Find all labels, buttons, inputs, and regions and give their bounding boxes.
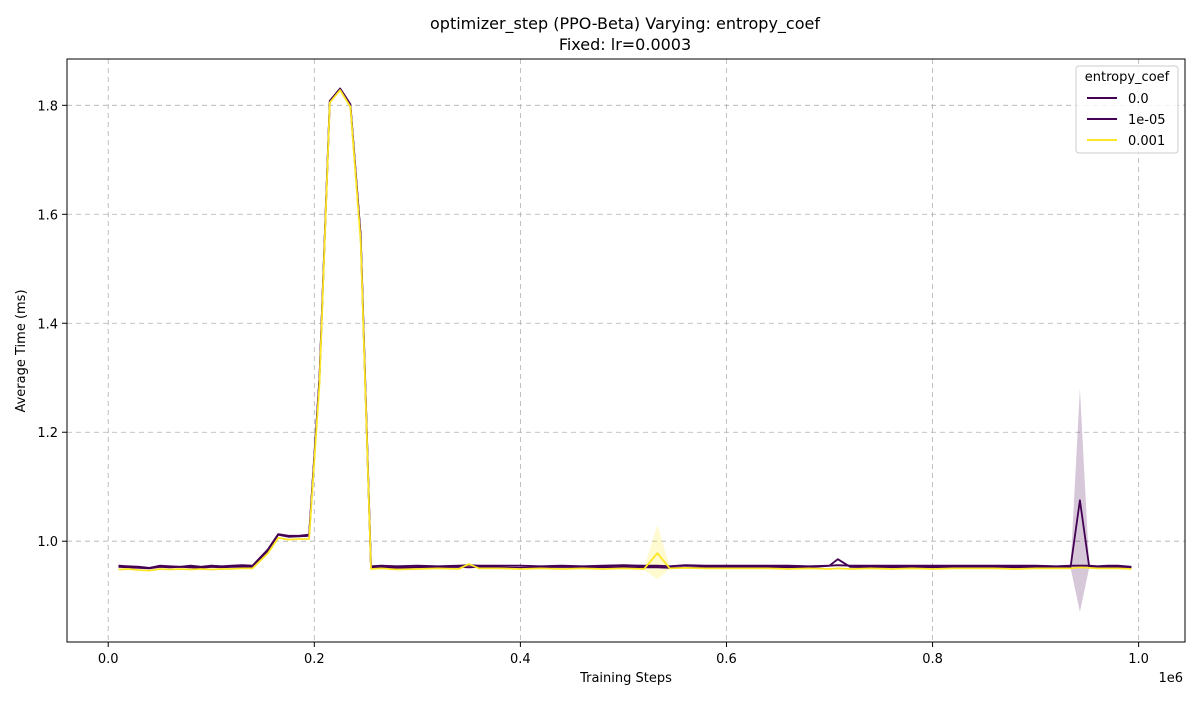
- legend: entropy_coef 0.0 1e-05 0.001: [1075, 65, 1179, 154]
- y-tick-label: 1.6: [37, 208, 58, 223]
- legend-entry-label: 0.001: [1128, 134, 1165, 149]
- y-tick-label: 1.0: [37, 535, 58, 550]
- y-tick-label: 1.8: [37, 99, 58, 114]
- x-tick-label: 1.0: [1128, 652, 1149, 667]
- series-line-2: [118, 89, 1132, 572]
- legend-entries: 0.0 1e-05 0.001: [1087, 92, 1166, 149]
- x-tick-label: 0.0: [98, 652, 119, 667]
- y-axis-label: Average Time (ms): [14, 289, 29, 412]
- series-line-1: [118, 87, 1132, 570]
- y-tick-label: 1.2: [37, 426, 58, 441]
- plot-frame: [66, 58, 1186, 643]
- confidence-band: [644, 524, 670, 580]
- x-tick-label: 0.4: [510, 652, 531, 667]
- legend-title: entropy_coef: [1085, 70, 1170, 85]
- chart-title: optimizer_step (PPO-Beta) Varying: entro…: [430, 14, 820, 34]
- y-axis-ticks: 1.0 1.2 1.4 1.6 1.8: [37, 99, 67, 550]
- series-line-0: [118, 88, 1132, 569]
- x-tick-label: 0.6: [716, 652, 737, 667]
- x-axis-ticks: 0.0 0.2 0.4 0.6 0.8 1.0: [98, 642, 1149, 667]
- x-tick-label: 0.8: [922, 652, 943, 667]
- y-tick-label: 1.4: [37, 317, 58, 332]
- chart-subtitle: Fixed: lr=0.0003: [559, 35, 691, 54]
- legend-entry-label: 1e-05: [1128, 113, 1166, 128]
- series-lines: [118, 87, 1132, 572]
- x-tick-label: 0.2: [304, 652, 325, 667]
- legend-entry-label: 0.0: [1128, 92, 1149, 107]
- confidence-bands: [644, 388, 1090, 612]
- legend-box: [1075, 65, 1179, 154]
- x-axis-offset-label: 1e6: [1158, 671, 1183, 686]
- grid: [67, 59, 1185, 642]
- x-axis-label: Training Steps: [579, 671, 672, 686]
